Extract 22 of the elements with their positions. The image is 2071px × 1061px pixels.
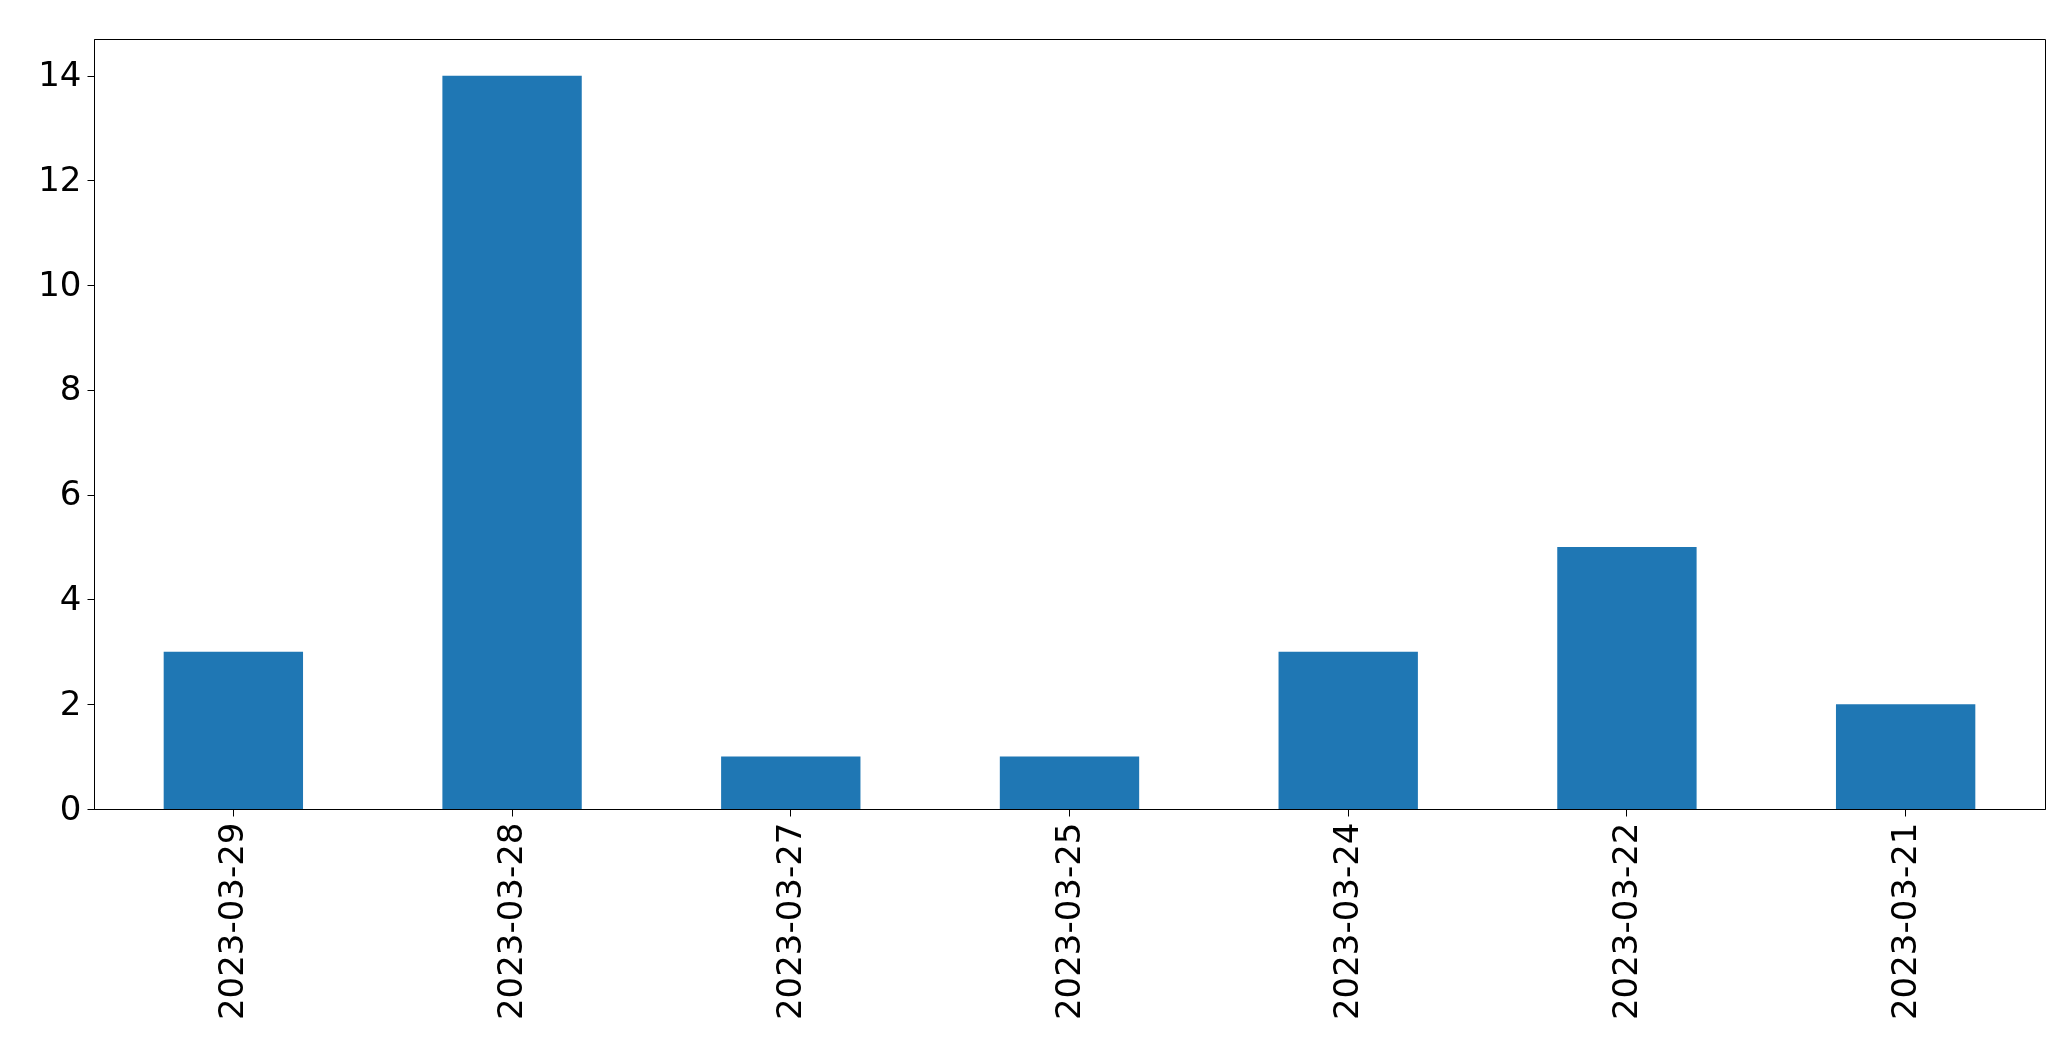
- x-tick-label: 2023-03-24: [1326, 822, 1367, 1021]
- x-tick-label: 2023-03-22: [1604, 822, 1645, 1021]
- y-tick-label: 14: [38, 54, 82, 95]
- bar: [721, 756, 861, 809]
- y-tick-label: 6: [59, 473, 82, 514]
- bar: [163, 651, 304, 809]
- x-tick-label: 2023-03-25: [1047, 822, 1088, 1021]
- x-tick-label: 2023-03-29: [211, 822, 252, 1021]
- y-tick-label: 10: [38, 263, 82, 304]
- y-tick-label: 0: [59, 787, 82, 828]
- x-tick-label: 2023-03-28: [490, 822, 531, 1021]
- y-tick-label: 2: [59, 682, 82, 723]
- bar: [1835, 704, 1976, 809]
- y-tick-label: 8: [59, 368, 82, 409]
- bar: [999, 756, 1140, 809]
- y-tick-label: 12: [38, 158, 82, 199]
- x-tick-label: 2023-03-21: [1883, 822, 1924, 1021]
- bar: [1557, 547, 1697, 809]
- bar: [442, 75, 582, 809]
- x-tick-label: 2023-03-27: [768, 822, 809, 1021]
- y-tick-label: 4: [59, 577, 82, 618]
- bar: [1278, 651, 1418, 809]
